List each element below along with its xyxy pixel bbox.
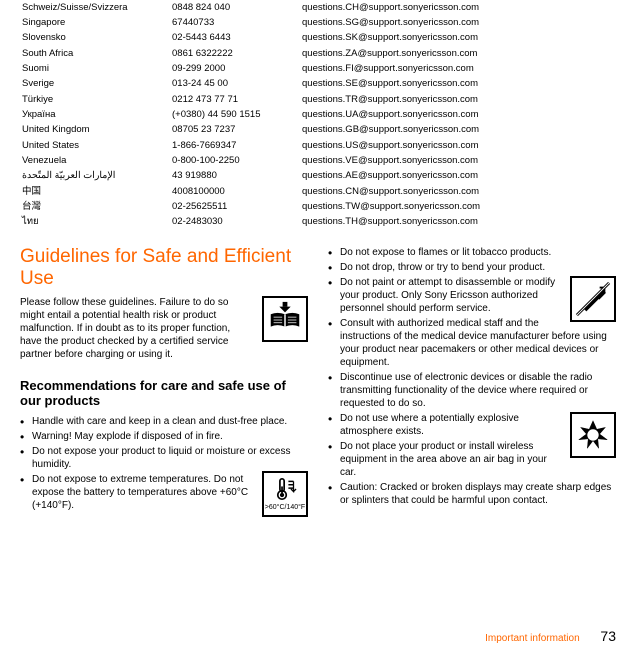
list-item: Discontinue use of electronic devices or… [328,371,616,410]
table-row: الإمارات العربيّة المتّحدة43 919880quest… [20,169,616,184]
guidelines-heading: Guidelines for Safe and Efficient Use [20,246,308,290]
right-column: Do not expose to flames or lit tobacco p… [328,230,616,521]
table-cell: Suomi [20,61,170,76]
table-row: Sverige013-24 45 00questions.SE@support.… [20,77,616,92]
support-contact-table: Schweiz/Suisse/Svizzera0848 824 040quest… [20,0,616,230]
table-cell: 4008100000 [170,184,300,199]
footer-page-number: 73 [600,628,616,644]
table-cell: 02-5443 6443 [170,31,300,46]
table-row: 中国4008100000questions.CN@support.sonyeri… [20,184,616,199]
table-cell: 08705 23 7237 [170,123,300,138]
table-cell: Sverige [20,77,170,92]
table-cell: questions.SK@support.sonyericsson.com [300,31,616,46]
table-row: Suomi09-299 2000questions.FI@support.son… [20,61,616,76]
table-row: ไทย02-2483030questions.TH@support.sonyer… [20,215,616,230]
table-cell: questions.ZA@support.sonyericsson.com [300,46,616,61]
table-cell: questions.TW@support.sonyericsson.com [300,199,616,214]
list-item: Do not expose to flames or lit tobacco p… [328,246,616,259]
table-cell: 43 919880 [170,169,300,184]
list-item: Handle with care and keep in a clean and… [20,415,308,428]
no-disassemble-icon [570,276,616,322]
table-cell: 1-866-7669347 [170,138,300,153]
table-cell: 台灣 [20,199,170,214]
left-column: Guidelines for Safe and Efficient Use Pl… [20,230,308,521]
list-item: >60°C/140°F Do not expose to extreme tem… [20,473,308,512]
table-cell: questions.TH@support.sonyericsson.com [300,215,616,230]
table-cell: Türkiye [20,92,170,107]
list-item: Do not place your product or install wir… [328,440,616,479]
table-cell: Singapore [20,15,170,30]
table-cell: questions.US@support.sonyericsson.com [300,138,616,153]
table-cell: questions.UA@support.sonyericsson.com [300,107,616,122]
table-row: 台灣02-25625511questions.TW@support.sonyer… [20,199,616,214]
list-item: Do not use where a potentially explosive… [328,412,616,438]
table-row: Slovensko02-5443 6443questions.SK@suppor… [20,31,616,46]
table-cell: South Africa [20,46,170,61]
table-cell: questions.FI@support.sonyericsson.com [300,61,616,76]
table-cell: questions.CN@support.sonyericsson.com [300,184,616,199]
table-row: Schweiz/Suisse/Svizzera0848 824 040quest… [20,0,616,15]
list-item: Warning! May explode if disposed of in f… [20,430,308,443]
temp-icon-label: >60°C/140°F [265,503,305,512]
table-row: United States1-866-7669347questions.US@s… [20,138,616,153]
table-cell: 0-800-100-2250 [170,153,300,168]
table-cell: 0848 824 040 [170,0,300,15]
table-cell: Slovensko [20,31,170,46]
table-cell: 02-25625511 [170,199,300,214]
table-cell: United States [20,138,170,153]
list-item: Do not paint or attempt to disassemble o… [328,276,616,315]
list-item: Do not expose your product to liquid or … [20,445,308,471]
table-cell: ไทย [20,215,170,230]
table-row: Venezuela0-800-100-2250questions.VE@supp… [20,153,616,168]
table-cell: 67440733 [170,15,300,30]
table-cell: questions.VE@support.sonyericsson.com [300,153,616,168]
table-cell: questions.CH@support.sonyericsson.com [300,0,616,15]
table-row: United Kingdom08705 23 7237questions.GB@… [20,123,616,138]
table-cell: 09-299 2000 [170,61,300,76]
table-cell: 02-2483030 [170,215,300,230]
table-row: Singapore67440733questions.SG@support.so… [20,15,616,30]
table-cell: questions.GB@support.sonyericsson.com [300,123,616,138]
recommendations-heading: Recommendations for care and safe use of… [20,379,308,409]
table-cell: 013-24 45 00 [170,77,300,92]
table-cell: 中国 [20,184,170,199]
table-cell: 0861 6322222 [170,46,300,61]
table-row: South Africa0861 6322222questions.ZA@sup… [20,46,616,61]
support-table-body: Schweiz/Suisse/Svizzera0848 824 040quest… [20,0,616,230]
list-item: Consult with authorized medical staff an… [328,317,616,369]
read-manual-icon [262,296,308,342]
table-cell: (+0380) 44 590 1515 [170,107,300,122]
table-cell: questions.SG@support.sonyericsson.com [300,15,616,30]
table-cell: questions.TR@support.sonyericsson.com [300,92,616,107]
table-cell: Schweiz/Suisse/Svizzera [20,0,170,15]
list-item: Caution: Cracked or broken displays may … [328,481,616,507]
table-cell: questions.SE@support.sonyericsson.com [300,77,616,92]
table-cell: 0212 473 77 71 [170,92,300,107]
table-cell: United Kingdom [20,123,170,138]
table-cell: Україна [20,107,170,122]
table-cell: الإمارات العربيّة المتّحدة [20,169,170,184]
table-cell: Venezuela [20,153,170,168]
list-item: Do not drop, throw or try to bend your p… [328,261,616,274]
left-bullet-list: Handle with care and keep in a clean and… [20,415,308,512]
temperature-icon: >60°C/140°F [262,471,308,517]
table-row: Türkiye0212 473 77 71questions.TR@suppor… [20,92,616,107]
table-row: Україна(+0380) 44 590 1515questions.UA@s… [20,107,616,122]
table-cell: questions.AE@support.sonyericsson.com [300,169,616,184]
right-bullet-list: Do not expose to flames or lit tobacco p… [328,246,616,507]
page-footer: Important information 73 [485,627,616,645]
footer-section: Important information [485,633,580,644]
